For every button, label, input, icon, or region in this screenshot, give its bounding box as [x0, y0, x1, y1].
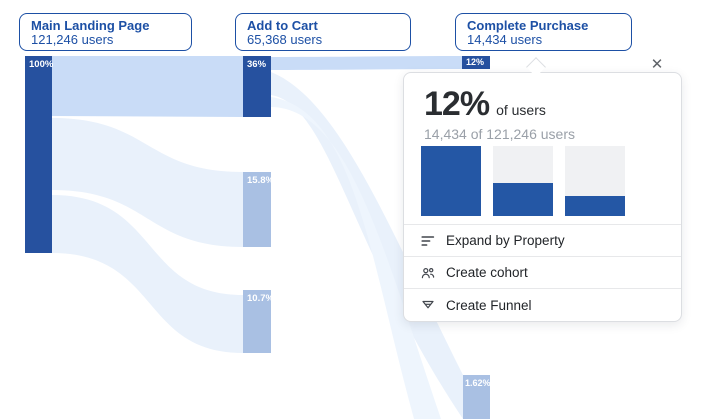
menu-item-label: Create cohort: [446, 265, 528, 280]
sankey-node-100[interactable]: 100%: [25, 56, 54, 253]
step-users: 65,368 users: [247, 32, 323, 47]
menu-item-expand-by-property[interactable]: Expand by Property: [404, 224, 681, 256]
node-percent-label: 36%: [247, 59, 267, 70]
node-percent-label: 100%: [29, 59, 54, 70]
step-users: 14,434 users: [467, 32, 543, 47]
mini-bar: [565, 146, 625, 216]
step-title: Add to Cart: [247, 18, 318, 33]
node-percent-label: 1.62%: [465, 378, 491, 388]
step-users: 121,246 users: [31, 32, 114, 47]
step-card-main-landing-page[interactable]: Main Landing Page 121,246 users: [19, 13, 192, 51]
sankey-node-1-62[interactable]: 1.62%: [463, 375, 491, 419]
step-title: Complete Purchase: [467, 18, 589, 33]
node-percent-label: 10.7%: [247, 293, 274, 304]
step-title: Main Landing Page: [31, 18, 150, 33]
step-card-complete-purchase[interactable]: Complete Purchase 14,434 users: [455, 13, 632, 51]
menu-item-create-cohort[interactable]: Create cohort: [404, 256, 681, 288]
menu-item-create-funnel[interactable]: Create Funnel: [404, 288, 681, 321]
flow-100-to-36[interactable]: [52, 56, 243, 117]
flow-36-to-offscreen[interactable]: [271, 97, 441, 419]
percent-suffix: of users: [496, 102, 546, 118]
popup-menu: Expand by Property Create cohort: [404, 224, 681, 321]
flow-36-to-1-62[interactable]: [271, 72, 463, 419]
sankey-node-10-7[interactable]: 10.7%: [243, 290, 274, 353]
users-summary: 14,434 of 121,246 users: [424, 126, 576, 142]
sankey-node-36[interactable]: 36%: [243, 56, 271, 117]
menu-item-label: Create Funnel: [446, 297, 532, 313]
close-icon[interactable]: ✕: [650, 56, 664, 73]
mini-bar: [421, 146, 481, 216]
step-card-add-to-cart[interactable]: Add to Cart 65,368 users: [235, 13, 411, 51]
node-detail-popup: 12% of users 14,434 of 121,246 users Expa…: [403, 72, 682, 322]
flow-100-to-15-8[interactable]: [52, 118, 243, 247]
mini-bar: [493, 146, 553, 216]
sankey-node-15-8[interactable]: 15.8%: [243, 172, 274, 247]
node-percent-label: 15.8%: [247, 175, 274, 186]
flow-36-to-12[interactable]: [271, 56, 462, 70]
popup-headline: 12% of users: [404, 73, 681, 123]
create-funnel-icon: [422, 300, 434, 309]
mini-funnel-chart: [421, 146, 625, 216]
percent-value: 12%: [424, 85, 490, 123]
node-percent-label: 12%: [466, 57, 485, 67]
sankey-node-12[interactable]: 12%: [462, 56, 490, 69]
create-cohort-icon: [421, 267, 435, 278]
flow-100-to-10-7[interactable]: [52, 195, 243, 353]
expand-by-property-icon: [421, 235, 435, 246]
menu-item-label: Expand by Property: [446, 233, 565, 248]
